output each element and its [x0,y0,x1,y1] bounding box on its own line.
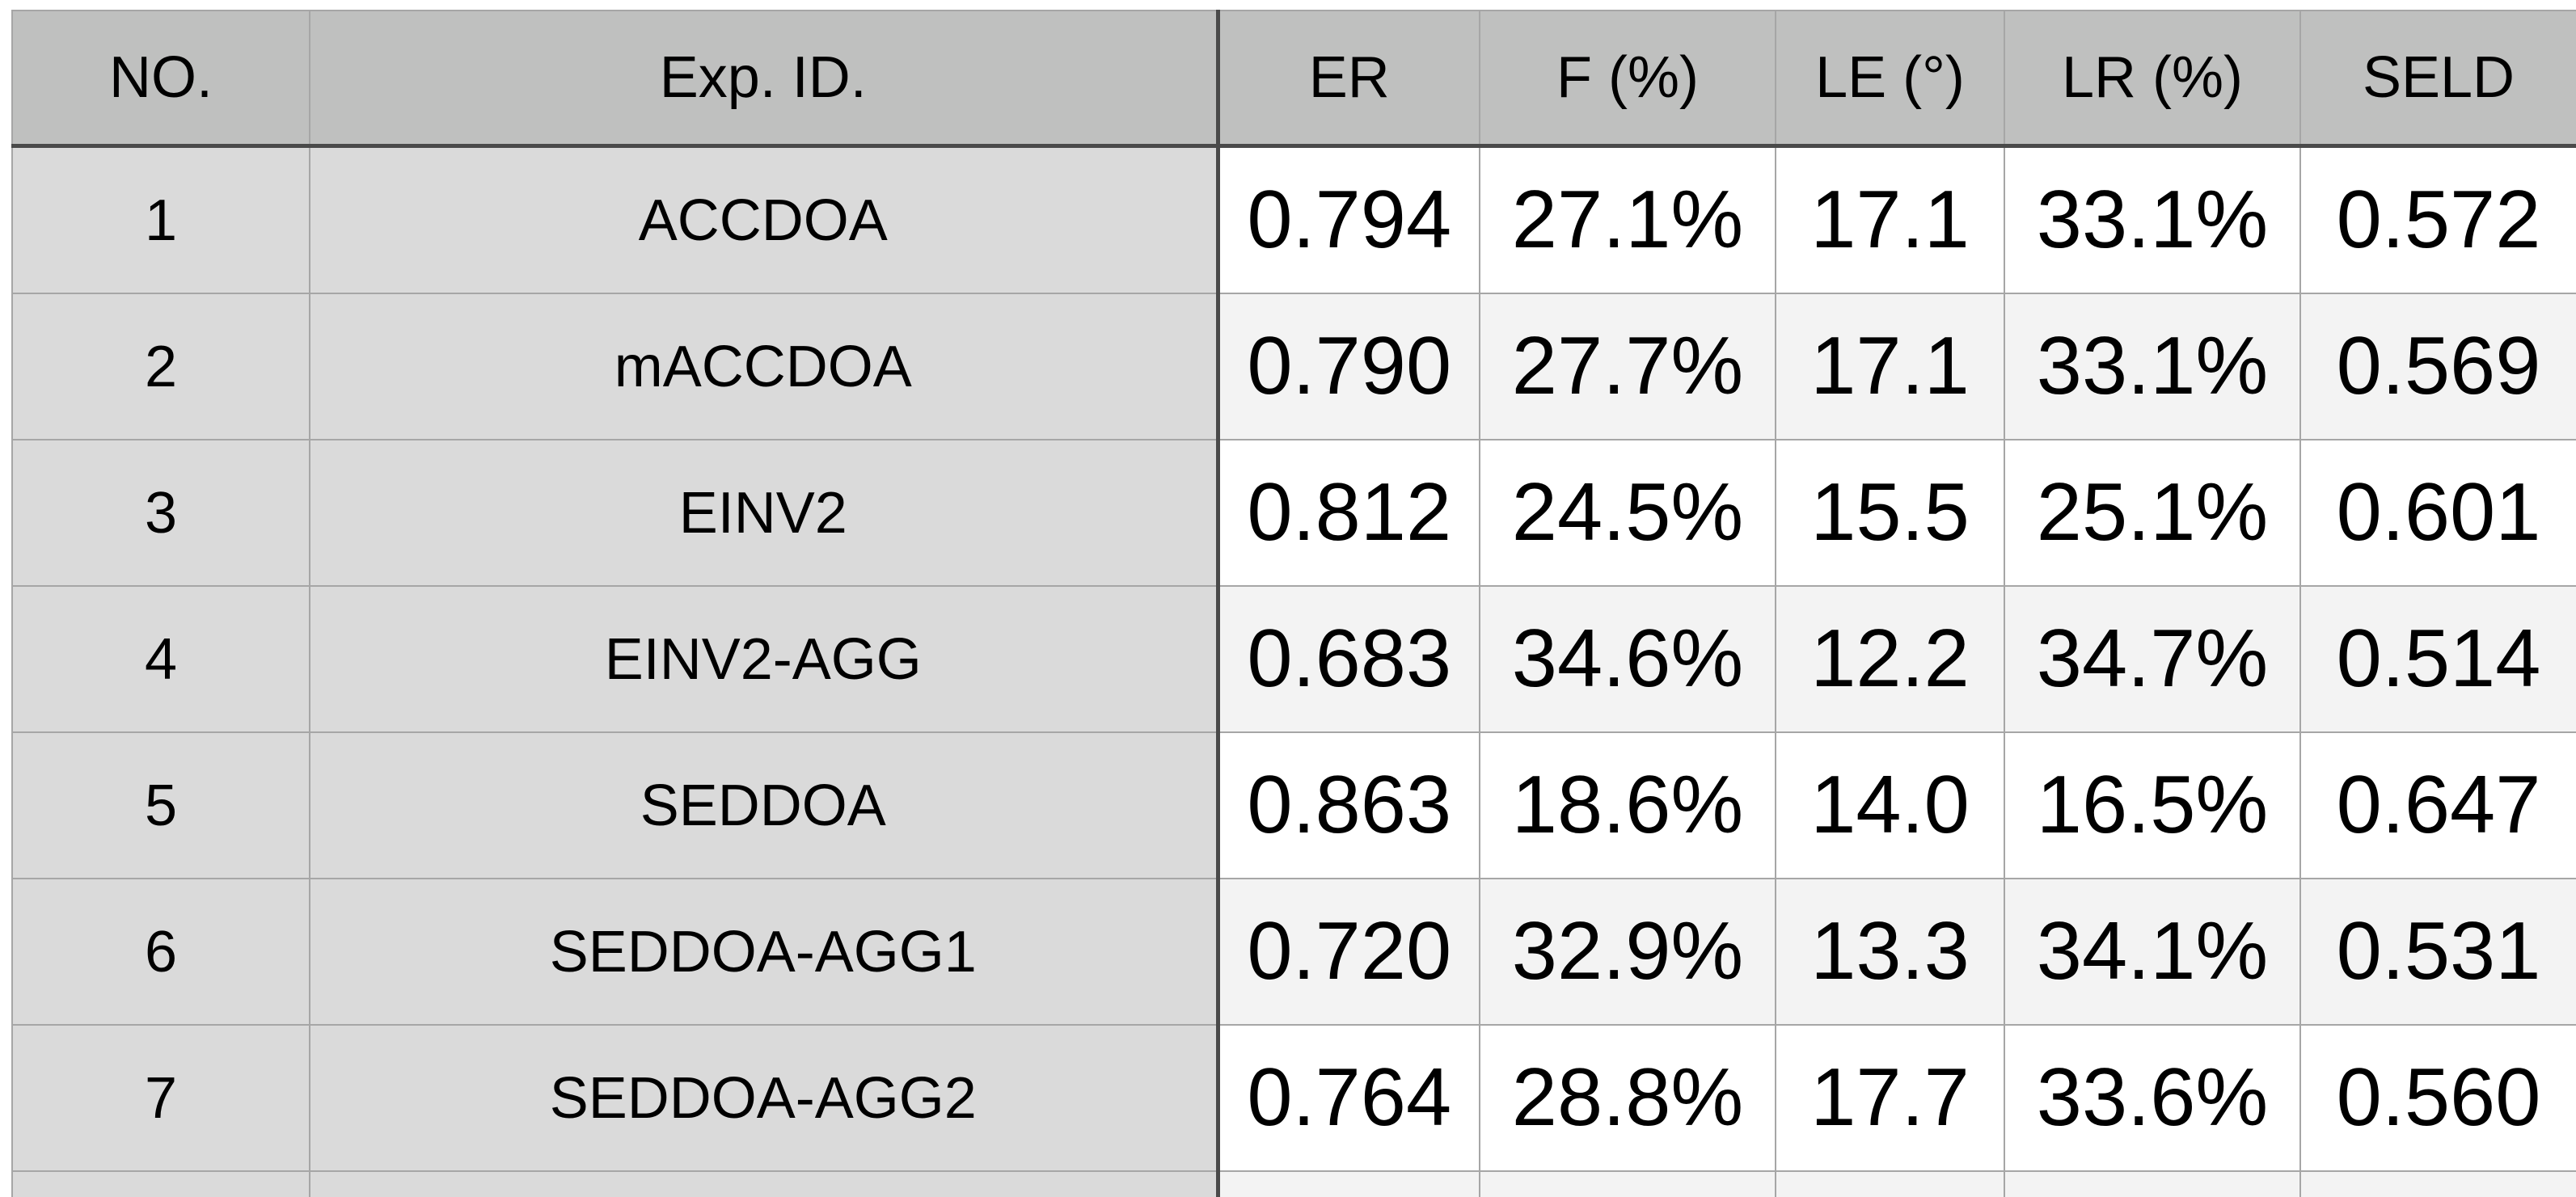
cell-seld: 0.647 [2299,731,2576,879]
cell-exp-id: EINV2-AGG [309,585,1218,733]
table-row: 3 EINV2 0.812 24.5% 15.5 25.1% 0.601 [11,439,2576,587]
cell-exp-id: EINV2 [309,439,1218,587]
cell-er: 0.812 [1215,439,1480,587]
cell-no: 1 [11,145,310,294]
cell-lr: 33.6% [2004,1024,2301,1172]
cell-no: 5 [11,731,310,879]
cell-f: 28.8% [1479,1024,1776,1172]
cell-er: 0.790 [1215,293,1480,440]
cell-f: 27.1% [1479,145,1776,294]
cell-lr: 16.5% [2004,731,2301,879]
cell-exp-id: ACCDOA [309,145,1218,294]
table-row-partial [11,1170,2576,1197]
cell-le: 17.7 [1775,1024,2005,1172]
cell-no: 4 [11,585,310,733]
cell-seld [2299,1170,2576,1197]
header-f: F (%) [1479,10,1776,148]
cell-lr: 25.1% [2004,439,2301,587]
cell-lr: 34.1% [2004,878,2301,1026]
header-seld: SELD [2299,10,2576,148]
results-table: NO. Exp. ID. ER F (%) LE (°) LR (%) SELD… [11,10,2576,1197]
cell-er: 0.863 [1215,731,1480,879]
header-le: LE (°) [1775,10,2005,148]
cell-exp-id: mACCDOA [309,293,1218,440]
cell-no: 7 [11,1024,310,1172]
table-row: 5 SEDDOA 0.863 18.6% 14.0 16.5% 0.647 [11,731,2576,879]
table-row: 6 SEDDOA-AGG1 0.720 32.9% 13.3 34.1% 0.5… [11,878,2576,1026]
cell-f: 27.7% [1479,293,1776,440]
header-er: ER [1215,10,1480,148]
cell-exp-id: SEDDOA-AGG2 [309,1024,1218,1172]
header-row: NO. Exp. ID. ER F (%) LE (°) LR (%) SELD [11,10,2576,148]
cell-seld: 0.531 [2299,878,2576,1026]
header-lr: LR (%) [2004,10,2301,148]
cell-le: 12.2 [1775,585,2005,733]
cell-er: 0.794 [1215,145,1480,294]
cell-le: 17.1 [1775,145,2005,294]
table-row: 4 EINV2-AGG 0.683 34.6% 12.2 34.7% 0.514 [11,585,2576,733]
cell-lr: 34.7% [2004,585,2301,733]
cell-exp-id: SEDDOA-AGG1 [309,878,1218,1026]
cell-le [1775,1170,2005,1197]
results-table-container: NO. Exp. ID. ER F (%) LE (°) LR (%) SELD… [11,10,2576,1197]
cell-no: 6 [11,878,310,1026]
table-row: 2 mACCDOA 0.790 27.7% 17.1 33.1% 0.569 [11,293,2576,440]
cell-seld: 0.572 [2299,145,2576,294]
cell-no: 3 [11,439,310,587]
header-exp-id: Exp. ID. [309,10,1218,148]
cell-er [1215,1170,1480,1197]
cell-er: 0.720 [1215,878,1480,1026]
cell-le: 14.0 [1775,731,2005,879]
cell-seld: 0.514 [2299,585,2576,733]
cell-lr: 33.1% [2004,293,2301,440]
table-row: 7 SEDDOA-AGG2 0.764 28.8% 17.7 33.6% 0.5… [11,1024,2576,1172]
cell-le: 17.1 [1775,293,2005,440]
cell-f [1479,1170,1776,1197]
cell-lr: 33.1% [2004,145,2301,294]
cell-f: 34.6% [1479,585,1776,733]
cell-er: 0.683 [1215,585,1480,733]
cell-exp-id: SEDDOA [309,731,1218,879]
table-row: 1 ACCDOA 0.794 27.1% 17.1 33.1% 0.572 [11,145,2576,294]
cell-seld: 0.569 [2299,293,2576,440]
cell-exp-id [309,1170,1218,1197]
cell-f: 32.9% [1479,878,1776,1026]
cell-no: 2 [11,293,310,440]
cell-le: 13.3 [1775,878,2005,1026]
cell-f: 24.5% [1479,439,1776,587]
cell-seld: 0.560 [2299,1024,2576,1172]
cell-er: 0.764 [1215,1024,1480,1172]
header-no: NO. [11,10,310,148]
cell-f: 18.6% [1479,731,1776,879]
cell-lr [2004,1170,2301,1197]
cell-le: 15.5 [1775,439,2005,587]
cell-seld: 0.601 [2299,439,2576,587]
cell-no [11,1170,310,1197]
